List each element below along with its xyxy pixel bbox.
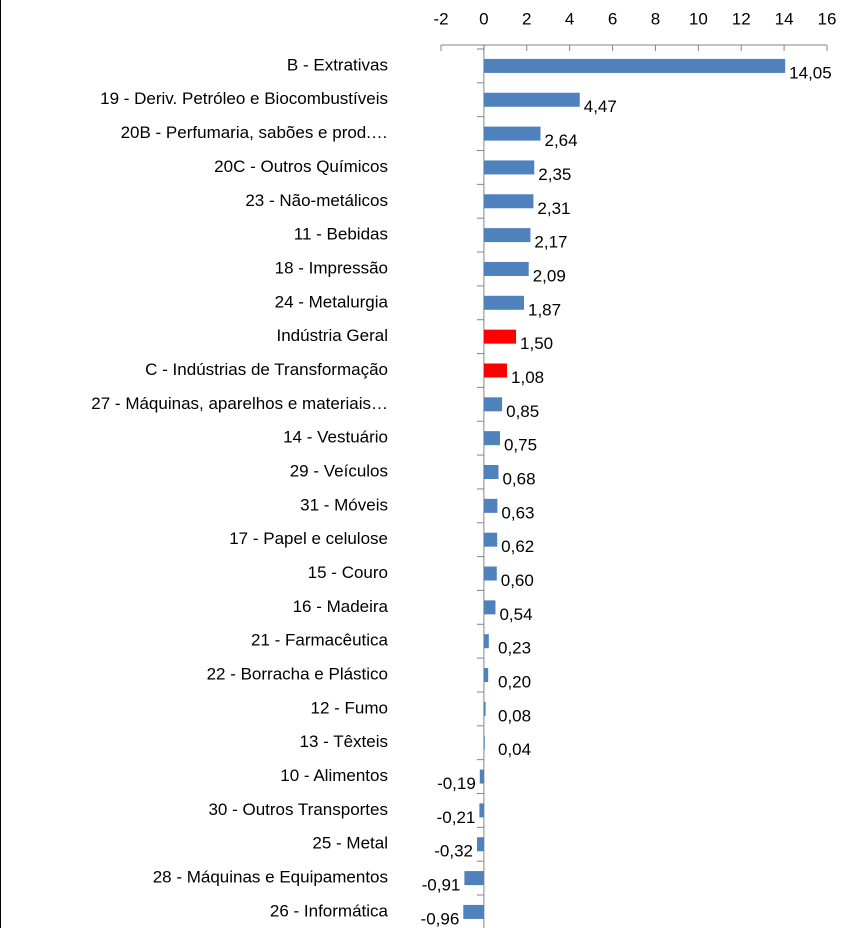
y-tick-label: 11 - Bebidas [294,225,388,244]
y-tick-label: B - Extrativas [287,55,388,74]
bar [483,228,531,243]
x-tick-label: 8 [651,9,660,28]
bar [483,92,580,107]
bar [483,498,498,513]
x-tick-label: 4 [565,9,574,28]
x-tick-label: 6 [608,9,617,28]
bar [483,160,535,175]
bar [477,837,484,852]
value-label: 4,47 [584,97,617,116]
value-label: 0,54 [499,605,532,624]
bar [483,566,497,581]
y-tick-label: 22 - Borracha e Plástico [207,665,388,684]
value-label: 0,62 [501,537,534,556]
y-tick-label: 20C - Outros Químicos [214,157,388,176]
y-tick-label: 13 - Têxteis [299,732,388,751]
bar [483,58,786,73]
value-label: 2,17 [534,233,567,252]
value-label: 2,35 [538,165,571,184]
value-label: 0,63 [501,503,534,522]
y-tick-label: 17 - Papel e celulose [229,529,388,548]
bar [479,803,484,818]
y-tick-label: 10 - Alimentos [280,766,388,785]
x-tick-label: 12 [732,9,751,28]
bar [483,329,517,344]
bar [483,363,508,378]
y-tick-label: C - Indústrias de Transformação [145,360,388,379]
bar [463,904,484,919]
value-label: 2,09 [533,266,566,285]
y-tick-label: 19 - Deriv. Petróleo e Biocombustíveis [100,89,388,108]
y-tick-label: 21 - Farmacêutica [251,631,389,650]
y-tick-label: 25 - Metal [312,834,388,853]
bar [483,261,529,276]
y-tick-label: 23 - Não-metálicos [245,191,388,210]
value-label: 1,87 [528,300,561,319]
x-tick-label: 2 [522,9,531,28]
y-tick-label: 15 - Couro [308,563,388,582]
y-tick-label: 24 - Metalurgia [275,292,389,311]
y-tick-label: 18 - Impressão [275,258,388,277]
bar [483,668,489,683]
value-label: 2,64 [545,131,578,150]
value-label: 0,68 [502,469,535,488]
value-label: 2,31 [537,199,570,218]
x-tick-label: -2 [433,9,448,28]
y-tick-label: 16 - Madeira [293,597,389,616]
value-label: 0,08 [498,706,531,725]
value-label: 0,04 [498,740,531,759]
bar [483,126,541,141]
bar [483,295,524,310]
bar [464,871,484,886]
x-tick-label: 14 [775,9,794,28]
y-tick-label: 14 - Vestuário [283,428,388,447]
value-label: -0,91 [422,876,461,895]
value-label: -0,19 [437,774,476,793]
value-label: -0,32 [434,842,473,861]
value-label: 14,05 [789,63,832,82]
value-label: 0,85 [506,402,539,421]
y-tick-label: 20B - Perfumaria, sabões e prod.… [121,123,388,142]
y-tick-label: Indústria Geral [277,326,389,345]
y-tick-label: 26 - Informática [270,901,389,920]
bar [479,769,484,784]
bar [483,194,534,209]
value-label: -0,96 [421,909,460,928]
value-label: 0,23 [498,639,531,658]
bar [483,532,498,547]
value-label: 0,75 [504,436,537,455]
y-tick-label: 28 - Máquinas e Equipamentos [153,868,388,887]
value-label: 0,60 [501,571,534,590]
value-label: 1,50 [520,334,553,353]
y-tick-label: 12 - Fumo [311,698,388,717]
bar [483,397,503,412]
x-tick-label: 10 [689,9,708,28]
value-label: 0,20 [498,673,531,692]
bar [483,465,499,479]
bar [483,431,500,446]
bar [483,600,496,615]
bar [483,634,489,649]
x-tick-label: 0 [479,9,488,28]
y-tick-label: 31 - Móveis [300,495,388,514]
y-tick-label: 29 - Veículos [290,461,388,480]
bar [483,735,485,750]
value-label: 1,08 [511,368,544,387]
x-tick-label: 16 [818,9,837,28]
value-label: -0,21 [437,808,476,827]
y-tick-label: 27 - Máquinas, aparelhos e materiais… [91,394,388,413]
y-tick-label: 30 - Outros Transportes [208,800,388,819]
bar [483,701,486,716]
